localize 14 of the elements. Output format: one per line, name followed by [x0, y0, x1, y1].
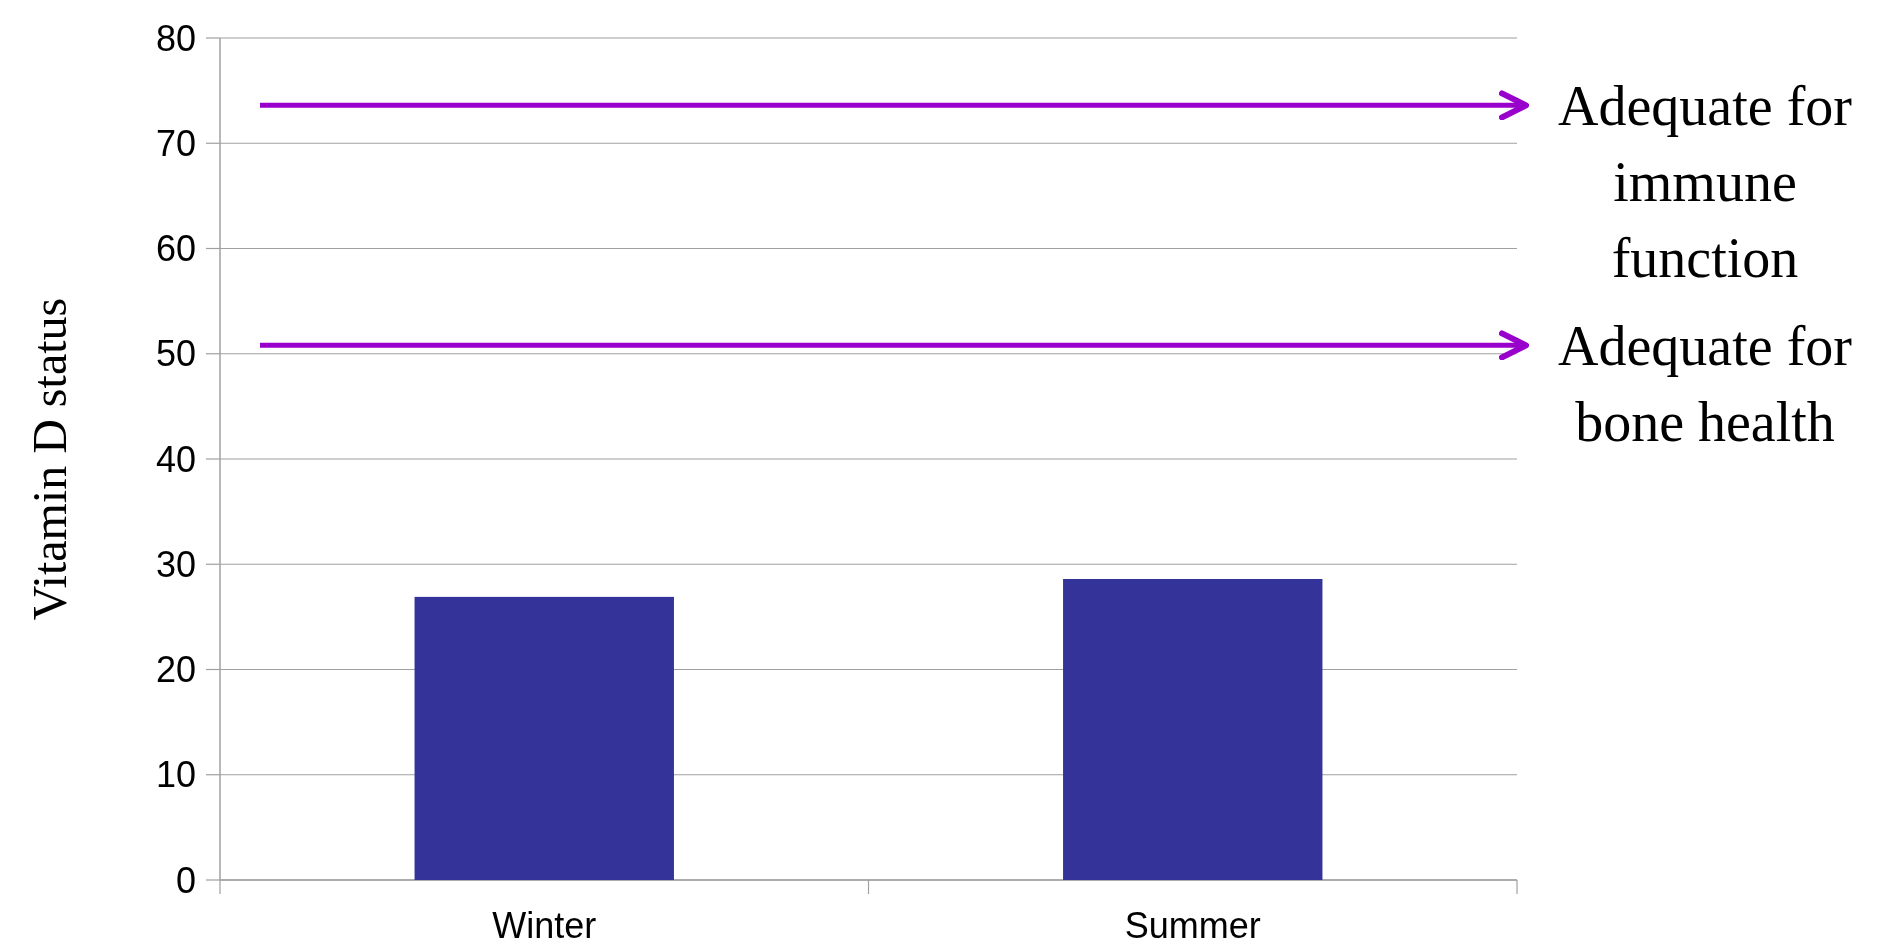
x-tick-label: Winter: [492, 905, 597, 946]
y-tick-label: 70: [155, 122, 196, 164]
y-tick-label: 60: [155, 228, 196, 270]
y-tick-label: 80: [155, 17, 196, 59]
y-tick-label: 40: [155, 438, 196, 480]
y-axis-title: Vitamin D status: [23, 297, 76, 621]
x-tick-label: Summer: [1124, 905, 1261, 946]
y-tick-label: 30: [155, 543, 196, 585]
y-tick-label: 20: [155, 649, 196, 691]
y-tick-label: 10: [155, 754, 196, 796]
ref-line-label: Adequate for immune function: [1558, 74, 1853, 289]
y-tick-label: 0: [175, 859, 196, 901]
y-tick-label: 50: [155, 333, 196, 375]
ref-line-label: Adequate for bone health: [1558, 314, 1853, 453]
